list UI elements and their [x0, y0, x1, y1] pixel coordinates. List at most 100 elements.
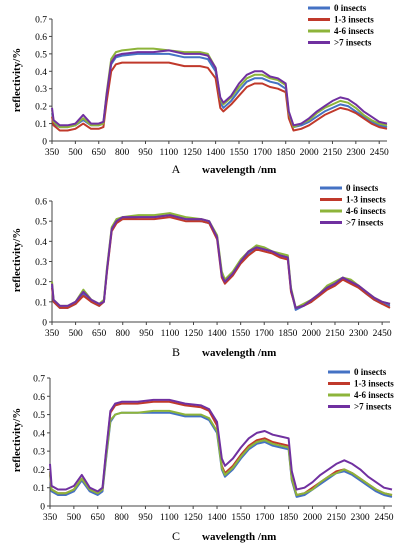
x-tick-label: 2000: [303, 513, 322, 523]
x-tick-label: 950: [138, 513, 153, 523]
x-tick-label: 500: [68, 329, 83, 339]
x-tick-label: 950: [139, 329, 154, 339]
legend-entry: 1-3 insects: [346, 195, 386, 205]
x-tick-label: 1250: [183, 148, 202, 158]
y-tick-label: 0.6: [33, 393, 45, 403]
y-tick-label: 0.4: [35, 238, 47, 248]
x-tick-label: 1100: [161, 329, 180, 339]
legend-entry: >7 insects: [346, 218, 384, 228]
x-tick-label: 2450: [375, 513, 394, 523]
chart-panel-B: 0 0.1 0.2 0.3 0.4 0.5 0.6 350 500 650 800 950 1100 12…: [11, 183, 392, 359]
y-tick-label: 0: [40, 503, 45, 513]
y-tick-label: 0.3: [35, 85, 47, 95]
legend-entry: 0 insects: [334, 3, 367, 13]
y-tick-label: 0.5: [33, 411, 45, 421]
y-tick-label: 0.5: [35, 218, 47, 228]
x-axis-label: wavelength /nm: [202, 531, 276, 543]
x-tick-label: 2300: [346, 148, 365, 158]
series-line-3: [51, 212, 391, 309]
y-axis-label: reflectivity/%: [11, 408, 23, 473]
x-tick-label: 800: [114, 513, 129, 523]
legend-entry: 0 insects: [354, 367, 387, 377]
legend-entry: >7 insects: [354, 402, 392, 412]
series-line-4: [51, 49, 388, 127]
y-tick-label: 0.7: [33, 375, 45, 385]
x-tick-label: 650: [91, 513, 106, 523]
x-tick-label: 800: [115, 148, 130, 158]
x-tick-label: 1400: [206, 148, 225, 158]
y-tick-label: 0.6: [35, 33, 47, 43]
x-tick-label: 500: [68, 148, 83, 158]
panel-label: C: [172, 529, 180, 543]
x-tick-label: 650: [92, 329, 107, 339]
series-line-2: [51, 216, 391, 309]
x-axis-label: wavelength /nm: [202, 164, 276, 176]
y-tick-label: 0.2: [35, 103, 47, 113]
y-tick-label: 0.1: [35, 298, 47, 308]
y-tick-label: 0.6: [35, 198, 47, 208]
legend-entry: >7 insects: [334, 38, 372, 48]
series-line-4: [51, 214, 391, 309]
x-tick-label: 1100: [160, 148, 179, 158]
y-tick-label: 0: [42, 138, 47, 148]
x-tick-label: 1400: [208, 329, 227, 339]
y-tick-label: 0.3: [33, 448, 45, 458]
y-tick-label: 0.3: [35, 258, 47, 268]
series-line-2: [51, 61, 388, 132]
legend-entry: 0 insects: [346, 183, 379, 193]
y-tick-label: 0.1: [35, 120, 47, 130]
y-tick-label: 0.4: [35, 68, 47, 78]
panel-label: B: [172, 345, 180, 359]
x-tick-label: 1700: [255, 513, 274, 523]
x-axis-label: wavelength /nm: [202, 347, 276, 359]
x-tick-label: 1250: [184, 513, 203, 523]
x-tick-label: 1400: [208, 513, 227, 523]
x-tick-label: 1550: [231, 329, 250, 339]
x-tick-label: 1850: [278, 329, 297, 339]
x-tick-label: 1850: [276, 148, 295, 158]
x-tick-label: 2450: [373, 329, 392, 339]
x-tick-label: 2150: [325, 329, 344, 339]
x-tick-label: 1700: [253, 148, 272, 158]
x-tick-label: 500: [67, 513, 82, 523]
x-tick-label: 1250: [184, 329, 203, 339]
y-tick-label: 0.7: [35, 16, 47, 26]
x-tick-label: 2000: [302, 329, 321, 339]
x-tick-label: 350: [43, 513, 58, 523]
legend-entry: 1-3 insects: [354, 379, 394, 389]
x-tick-label: 650: [92, 148, 107, 158]
y-tick-label: 0.2: [35, 278, 47, 288]
x-tick-label: 2000: [300, 148, 319, 158]
series-line-3: [49, 409, 393, 496]
series-line-3: [51, 47, 388, 129]
x-tick-label: 2150: [323, 148, 342, 158]
series-line-4: [49, 398, 393, 493]
chart-panel-C: 0 0.1 0.2 0.3 0.4 0.5 0.6 0.7 350 500 650 800 950 110…: [11, 367, 394, 543]
chart-panel-A: 0 0.1 0.2 0.3 0.4 0.5 0.6 0.7 350 500 650 800 950 110…: [11, 3, 389, 176]
x-tick-label: 1700: [255, 329, 274, 339]
y-tick-label: 0.2: [33, 466, 45, 476]
x-tick-label: 350: [45, 148, 60, 158]
legend-entry: 1-3 insects: [334, 15, 374, 25]
x-tick-label: 1550: [231, 513, 250, 523]
x-tick-label: 2300: [349, 329, 368, 339]
x-tick-label: 1850: [279, 513, 298, 523]
x-tick-label: 950: [138, 148, 153, 158]
y-tick-label: 0.4: [33, 429, 45, 439]
panel-label: A: [172, 162, 181, 176]
y-tick-label: 0: [42, 319, 47, 329]
y-tick-label: 0.1: [33, 484, 45, 494]
legend-entry: 4-6 insects: [346, 206, 386, 216]
x-tick-label: 1100: [160, 513, 179, 523]
x-tick-label: 800: [116, 329, 131, 339]
x-tick-label: 2450: [370, 148, 389, 158]
x-tick-label: 1550: [229, 148, 248, 158]
y-axis-label: reflectivity/%: [11, 48, 23, 113]
x-tick-label: 2300: [351, 513, 370, 523]
x-tick-label: 350: [45, 329, 60, 339]
legend-entry: 4-6 insects: [334, 26, 374, 36]
